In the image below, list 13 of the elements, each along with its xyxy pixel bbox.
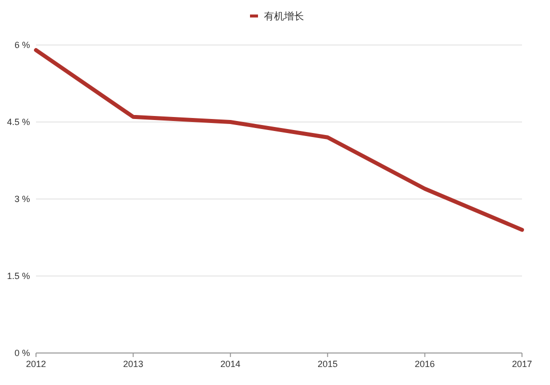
y-tick-label: 0 % [14,348,30,358]
x-tick-label: 2012 [26,359,46,369]
x-tick-label: 2014 [220,359,240,369]
y-tick-label: 1.5 % [6,271,30,282]
legend-label: 有机增长 [264,10,304,22]
y-tick-label: 6 % [14,40,30,50]
y-tick-label: 4.5 % [6,117,30,128]
y-tick-label: 3 % [14,194,30,204]
x-tick-label: 2017 [512,359,532,369]
x-tick-label: 2016 [414,359,435,369]
x-tick-label: 2013 [123,359,144,369]
x-tick-label: 2015 [318,359,338,369]
line-series [34,48,524,232]
